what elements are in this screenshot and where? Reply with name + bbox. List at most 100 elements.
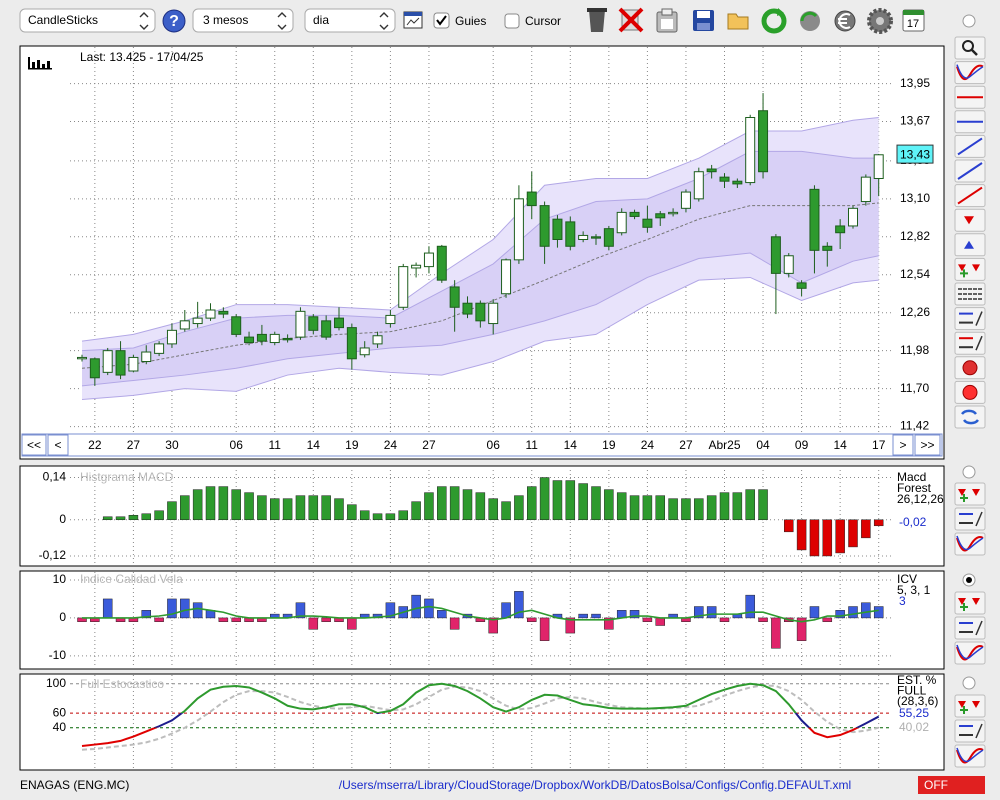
nav-button[interactable] [47, 434, 69, 456]
side-button[interactable] [954, 257, 986, 281]
glyph [956, 748, 984, 764]
side-button[interactable] [954, 307, 986, 331]
cursor-checkbox[interactable] [504, 13, 520, 29]
sync-button[interactable] [800, 11, 820, 31]
last-price-label: 13,43 [900, 147, 930, 161]
x-tick-label: 27 [127, 438, 141, 452]
radio-dot [966, 577, 972, 583]
side-button[interactable] [954, 641, 986, 665]
side-button[interactable] [954, 331, 986, 355]
icon-shape [800, 11, 818, 22]
radio-button[interactable] [962, 676, 976, 690]
side-button[interactable] [954, 380, 986, 404]
nav-button[interactable] [21, 434, 47, 456]
candle-body [244, 336, 255, 344]
bar [372, 513, 383, 521]
delete-button[interactable] [618, 7, 644, 33]
candle-body [205, 309, 216, 319]
currency-button[interactable] [834, 10, 856, 32]
bar [514, 495, 524, 521]
glyph [972, 701, 980, 708]
clipboard-button[interactable] [656, 8, 678, 33]
bar [655, 617, 665, 626]
checkmark [436, 15, 447, 26]
y-tick-label: 0 [59, 512, 66, 526]
screen-icon[interactable] [403, 11, 423, 29]
side-button[interactable] [954, 616, 986, 640]
nav-label: < [54, 438, 61, 452]
side-button[interactable] [954, 744, 986, 768]
panel-title: Indice Calidad Vela [80, 572, 183, 586]
side-button[interactable] [954, 282, 986, 306]
period-select[interactable] [192, 8, 294, 33]
k-value: 55,25 [899, 706, 929, 720]
nav-label: >> [920, 438, 934, 452]
icon-bar [42, 64, 45, 69]
mode-label: OFF [924, 778, 948, 792]
bar [809, 606, 820, 619]
y-tick-label: 0 [59, 610, 66, 624]
help-button[interactable] [162, 9, 186, 33]
glyph [972, 489, 980, 496]
glyph [958, 598, 966, 605]
side-button[interactable] [954, 591, 986, 615]
save-button[interactable] [693, 10, 714, 31]
icon-line [406, 17, 420, 26]
config-path[interactable]: /Users/mserra/Library/CloudStorage/Dropb… [339, 778, 851, 792]
trash-button[interactable] [587, 8, 607, 32]
nav-button[interactable] [892, 434, 914, 456]
y-tick-label: 11,42 [900, 419, 929, 433]
side-button[interactable] [954, 356, 986, 380]
side-button[interactable] [954, 507, 986, 531]
glyph [958, 264, 966, 272]
bar [308, 617, 319, 630]
bar [668, 498, 678, 521]
radio-button[interactable] [962, 14, 976, 28]
indicator-legend: 5, 3, 1 [897, 583, 931, 597]
bar [848, 606, 858, 619]
y-tick-label: 0,14 [43, 470, 67, 484]
glyph [964, 216, 974, 225]
glyph [956, 64, 984, 79]
side-button[interactable] [954, 233, 986, 257]
side-button[interactable] [954, 110, 986, 134]
side-button[interactable] [954, 405, 986, 429]
nav-button[interactable] [914, 434, 941, 456]
bar [719, 617, 730, 622]
open-button[interactable] [727, 13, 749, 30]
candle-body [321, 320, 332, 338]
side-button[interactable] [954, 184, 986, 208]
bar [205, 486, 216, 521]
icon-shape: 17 [907, 18, 919, 30]
bar [784, 519, 794, 533]
bar [308, 495, 319, 521]
calendar-button[interactable]: 17 [902, 9, 925, 32]
side-button[interactable] [954, 208, 986, 232]
side-button[interactable] [954, 482, 986, 506]
side-button[interactable] [954, 36, 986, 60]
interval-select[interactable] [304, 8, 396, 33]
chart-type-select[interactable] [19, 8, 156, 33]
side-button[interactable] [954, 694, 986, 718]
glyph [962, 384, 978, 400]
side-button[interactable] [954, 532, 986, 556]
bar [527, 486, 537, 521]
refresh-button[interactable] [761, 8, 787, 34]
candle-body [372, 335, 383, 345]
icon-shape [834, 10, 856, 32]
side-button[interactable] [954, 85, 986, 109]
side-button[interactable] [954, 719, 986, 743]
glyph [957, 162, 983, 180]
radio-button[interactable] [962, 465, 976, 479]
candle-body [436, 245, 447, 281]
side-button[interactable] [954, 134, 986, 158]
nav-label: << [27, 438, 41, 452]
bar [192, 602, 203, 619]
icon-shape [838, 13, 851, 29]
side-button[interactable] [954, 159, 986, 183]
glyph [964, 240, 974, 249]
period-text: 3 mesos [203, 13, 248, 27]
side-button[interactable] [954, 61, 986, 85]
settings-button[interactable] [867, 8, 893, 34]
mode-button[interactable] [918, 776, 985, 794]
